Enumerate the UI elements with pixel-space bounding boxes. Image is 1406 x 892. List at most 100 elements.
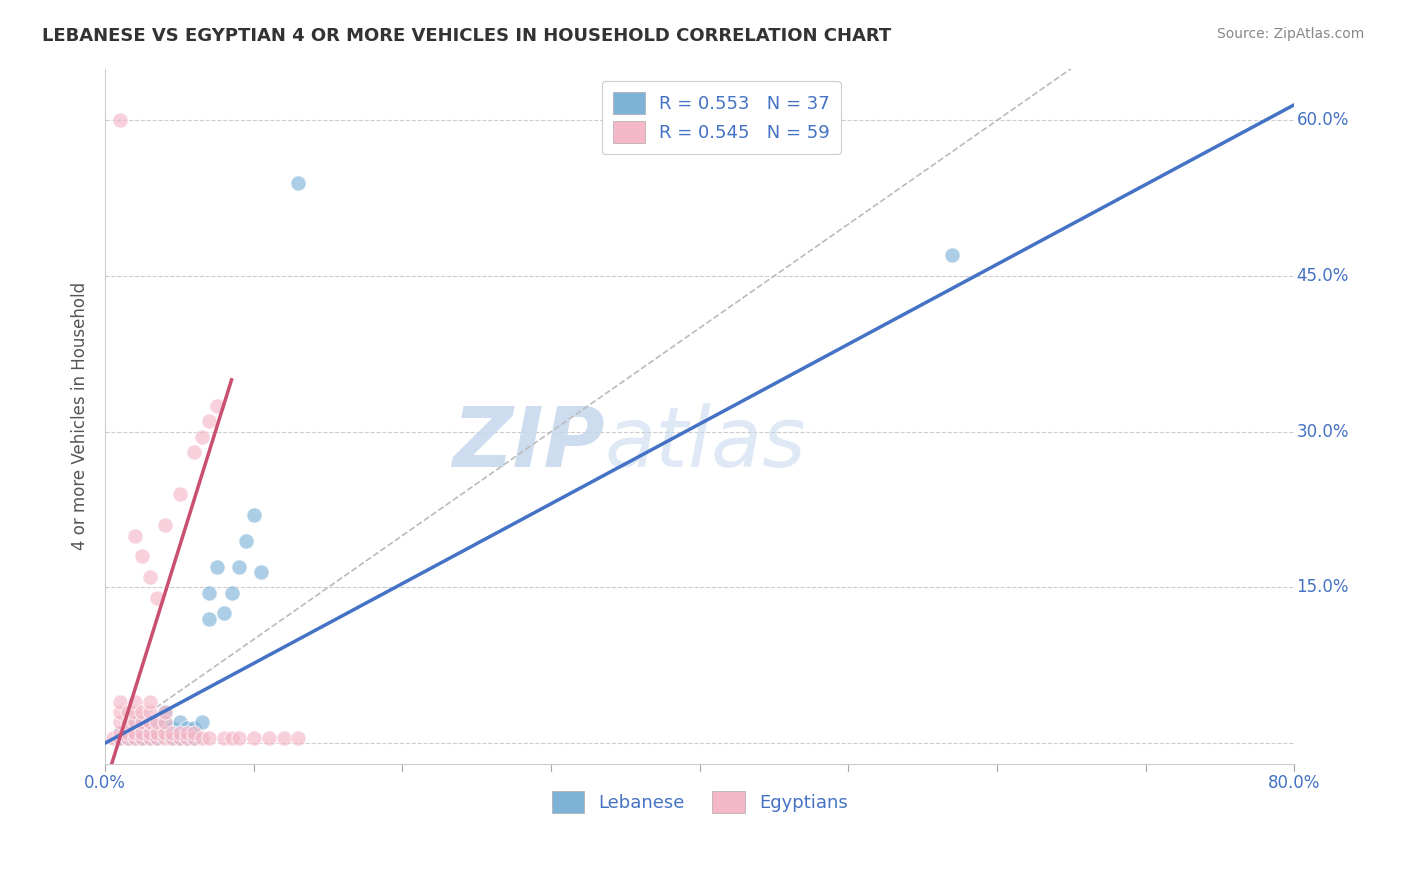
Point (117, 705, 139, 719)
Point (124, 725, 146, 739)
Point (169, 715, 191, 730)
Point (212, 607, 235, 621)
Point (117, 731, 139, 745)
Text: 60.0%: 60.0% (1296, 112, 1348, 129)
Point (183, 725, 205, 739)
Point (198, 585, 221, 599)
Point (139, 694, 162, 708)
Point (153, 725, 176, 739)
Text: 45.0%: 45.0% (1296, 267, 1348, 285)
Point (183, 721, 205, 735)
Text: LEBANESE VS EGYPTIAN 4 OR MORE VEHICLES IN HOUSEHOLD CORRELATION CHART: LEBANESE VS EGYPTIAN 4 OR MORE VEHICLES … (42, 27, 891, 45)
Point (146, 731, 169, 745)
Point (124, 705, 146, 719)
Text: Source: ZipAtlas.com: Source: ZipAtlas.com (1216, 27, 1364, 41)
Point (257, 731, 280, 745)
Point (169, 725, 191, 739)
Point (169, 731, 191, 745)
Point (124, 731, 146, 745)
Point (273, 731, 295, 745)
Point (117, 715, 139, 730)
Point (131, 725, 153, 739)
Point (191, 715, 214, 730)
Point (146, 731, 169, 745)
Point (139, 731, 162, 745)
Point (131, 725, 153, 739)
Point (191, 430, 214, 444)
Point (108, 725, 131, 739)
Point (287, 176, 309, 190)
Point (160, 731, 183, 745)
Point (146, 721, 169, 735)
Point (108, 731, 131, 745)
Point (124, 715, 146, 730)
Point (198, 414, 221, 428)
Point (124, 528, 146, 542)
Point (250, 565, 273, 579)
Point (146, 725, 169, 739)
Point (139, 731, 162, 745)
Point (205, 559, 228, 574)
Point (131, 705, 153, 719)
Point (228, 559, 250, 574)
Point (117, 731, 139, 745)
Point (131, 731, 153, 745)
Point (198, 611, 221, 625)
Point (176, 731, 198, 745)
Text: 30.0%: 30.0% (1296, 423, 1348, 441)
Point (139, 715, 162, 730)
Point (108, 113, 131, 128)
Point (176, 725, 198, 739)
Point (183, 731, 205, 745)
Point (153, 705, 176, 719)
Point (176, 731, 198, 745)
Point (108, 715, 131, 730)
Point (101, 731, 124, 745)
Point (153, 518, 176, 533)
Point (183, 445, 205, 459)
Point (124, 725, 146, 739)
Point (941, 248, 963, 262)
Point (124, 715, 146, 730)
Y-axis label: 4 or more Vehicles in Household: 4 or more Vehicles in Household (72, 282, 89, 550)
Text: atlas: atlas (605, 403, 806, 484)
Point (243, 508, 266, 522)
Point (221, 585, 243, 599)
Point (160, 731, 183, 745)
Point (198, 731, 221, 745)
Point (139, 725, 162, 739)
Point (212, 731, 235, 745)
Point (117, 725, 139, 739)
Point (124, 731, 146, 745)
Point (169, 487, 191, 501)
Point (139, 570, 162, 584)
Point (124, 694, 146, 708)
Point (146, 715, 169, 730)
Point (176, 721, 198, 735)
Point (287, 731, 309, 745)
Point (243, 731, 266, 745)
Point (160, 725, 183, 739)
Point (153, 705, 176, 719)
Point (183, 731, 205, 745)
Point (108, 705, 131, 719)
Point (169, 731, 191, 745)
Point (139, 705, 162, 719)
Point (153, 715, 176, 730)
Point (108, 725, 131, 739)
Point (191, 731, 214, 745)
Point (228, 731, 250, 745)
Text: ZIP: ZIP (451, 403, 605, 484)
Point (153, 715, 176, 730)
Legend: Lebanese, Egyptians: Lebanese, Egyptians (541, 780, 859, 824)
Point (153, 725, 176, 739)
Point (108, 694, 131, 708)
Point (131, 731, 153, 745)
Point (131, 549, 153, 564)
Point (153, 731, 176, 745)
Point (205, 399, 228, 413)
Point (221, 731, 243, 745)
Point (146, 591, 169, 605)
Point (131, 715, 153, 730)
Point (160, 721, 183, 735)
